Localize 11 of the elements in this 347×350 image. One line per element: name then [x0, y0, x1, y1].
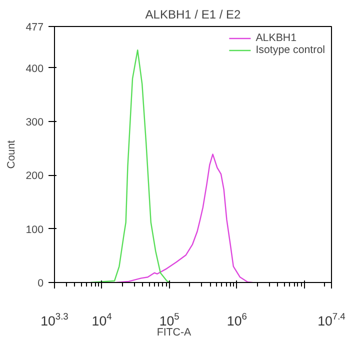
legend-label: ALKBH1 [256, 32, 297, 44]
y-tick-label: 477 [26, 22, 44, 34]
y-tick-label: 100 [26, 224, 44, 236]
y-tick-label: 200 [26, 170, 44, 182]
y-tick-label: 400 [26, 62, 44, 75]
x-axis-title: FITC-A [156, 326, 192, 338]
legend-label: Isotype control [256, 44, 325, 56]
y-tick-label: 0 [38, 278, 44, 290]
chart-title: ALKBH1 / E1 / E2 [145, 8, 242, 22]
y-axis-title: Count [6, 140, 18, 169]
y-tick-label: 300 [26, 116, 44, 128]
